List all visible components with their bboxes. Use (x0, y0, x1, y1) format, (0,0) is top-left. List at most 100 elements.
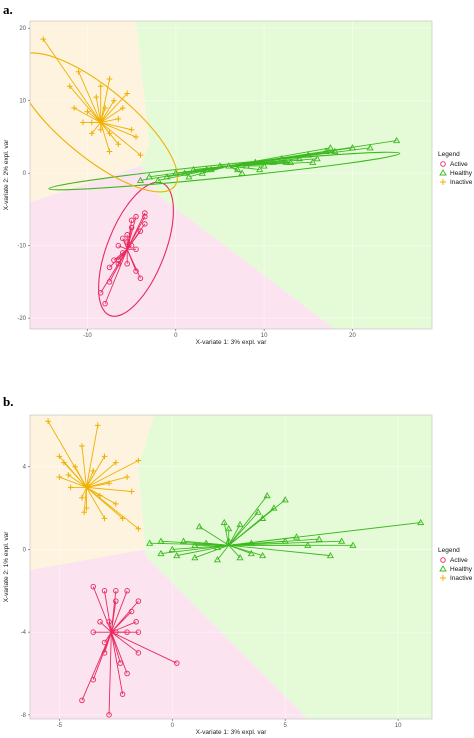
x-tick-label-b-0: -5 (57, 723, 63, 729)
point-healthy-b-22 (304, 541, 312, 548)
plot-border-a (29, 20, 433, 330)
point-healthy-b-15 (247, 539, 255, 546)
panel-b-label: b. (3, 394, 13, 409)
point-healthy-a-18 (295, 154, 304, 162)
star-line-inactive-b-3 (63, 462, 87, 488)
point-active-b-19 (119, 691, 126, 697)
point-active-a-22 (115, 257, 122, 263)
point-healthy-b-19 (270, 504, 278, 511)
star-line-inactive-a-1 (69, 85, 102, 123)
point-healthy-b-30 (281, 496, 289, 503)
star-line-inactive-a-11 (100, 78, 110, 123)
star-line-inactive-a-20 (100, 122, 141, 156)
star-line-healthy-b-24 (228, 544, 331, 557)
point-inactive-a-21 (89, 130, 95, 137)
legend-label-active-b: Active (450, 557, 468, 564)
point-inactive-b-10 (94, 422, 101, 429)
star-line-healthy-b-3 (172, 544, 229, 550)
star-line-inactive-b-6 (81, 445, 87, 488)
point-inactive-a-19 (133, 134, 139, 140)
region-active-b (30, 549, 308, 719)
point-healthy-a-9 (216, 162, 224, 169)
y-tick-label-a-4: 20 (19, 26, 26, 32)
star-line-inactive-a-22 (100, 122, 110, 152)
point-inactive-b-12 (101, 515, 108, 522)
star-line-inactive-a-18 (100, 122, 132, 131)
y-tick-label-a-1: -10 (17, 244, 26, 250)
point-healthy-a-15 (269, 158, 277, 165)
legend-title-a: Legend (438, 151, 460, 158)
y-tick-label-a-3: 10 (19, 99, 26, 105)
star-line-inactive-b-10 (86, 425, 99, 488)
legend-key-active-a (440, 161, 446, 167)
star-line-active-b-20 (111, 621, 137, 633)
point-healthy-a-7 (198, 169, 206, 176)
point-healthy-a-6 (189, 165, 198, 173)
point-healthy-a-21 (322, 147, 330, 154)
point-healthy-a-30 (309, 158, 317, 165)
star-line-active-a-1 (104, 249, 128, 304)
point-active-b-1 (90, 676, 96, 683)
region-active-a (30, 165, 335, 329)
x-tick-label-b-1: 0 (171, 723, 175, 729)
point-active-a-7 (120, 250, 126, 256)
point-active-a-9 (124, 232, 130, 238)
star-line-inactive-b-5 (74, 466, 87, 488)
star-line-inactive-a-13 (100, 100, 115, 123)
y-tick-label-a-0: -20 (17, 316, 26, 322)
point-active-b-4 (101, 588, 108, 594)
point-healthy-b-1 (157, 549, 165, 557)
point-healthy-b-14 (236, 520, 244, 528)
scatter-plot-a: -10 0 10 20 -20 -10 0 10 20 X-variate 1: 3% expl.… (3, 20, 473, 346)
point-healthy-a-0 (136, 176, 145, 183)
point-healthy-a-19 (304, 151, 312, 158)
point-inactive-a-1 (66, 83, 73, 90)
point-active-a-8 (120, 235, 126, 242)
point-inactive-b-18 (128, 488, 135, 495)
star-line-active-b-10 (110, 590, 128, 633)
point-healthy-b-5 (179, 537, 188, 544)
legend-label-inactive-a: Inactive (450, 179, 473, 186)
point-healthy-b-16 (247, 549, 255, 557)
legend-label-healthy-b: Healthy (450, 566, 473, 573)
point-active-a-5 (115, 261, 122, 267)
star-line-healthy-a-31 (228, 147, 331, 167)
star-line-active-b-23 (92, 586, 112, 633)
point-healthy-a-20 (313, 154, 321, 162)
star-line-inactive-a-5 (87, 111, 101, 123)
point-active-a-1 (102, 300, 108, 307)
point-active-a-6 (115, 242, 122, 249)
point-inactive-a-20 (137, 152, 144, 158)
point-inactive-b-2 (56, 474, 63, 480)
point-healthy-b-28 (254, 508, 262, 515)
star-line-healthy-b-1 (160, 544, 229, 555)
point-healthy-a-13 (251, 158, 259, 165)
confidence-ellipse-healthy-a (48, 151, 401, 191)
point-healthy-a-25 (185, 173, 193, 180)
point-inactive-a-3 (75, 68, 82, 75)
point-active-a-2 (106, 264, 113, 271)
point-healthy-a-24 (393, 136, 401, 144)
point-active-a-11 (128, 224, 135, 231)
point-active-a-0 (97, 290, 104, 296)
star-line-inactive-b-22 (86, 486, 101, 497)
point-inactive-a-15 (115, 141, 122, 147)
plot-area-b (30, 415, 432, 719)
star-line-healthy-b-30 (228, 499, 286, 546)
point-healthy-a-10 (225, 162, 233, 169)
point-healthy-a-1 (145, 173, 153, 180)
point-healthy-b-21 (292, 533, 301, 540)
point-active-a-20 (142, 213, 148, 220)
point-inactive-a-8 (97, 83, 104, 90)
point-inactive-a-0 (40, 36, 47, 42)
point-active-b-21 (174, 660, 180, 666)
legend-key-healthy-b (439, 565, 447, 572)
point-healthy-a-26 (203, 165, 211, 173)
point-inactive-a-22 (106, 148, 113, 155)
point-active-a-19 (142, 221, 148, 227)
point-inactive-a-6 (89, 119, 95, 126)
point-healthy-a-32 (348, 144, 357, 151)
point-active-b-13 (128, 608, 135, 615)
point-active-a-10 (124, 239, 130, 245)
point-healthy-b-18 (259, 551, 267, 559)
